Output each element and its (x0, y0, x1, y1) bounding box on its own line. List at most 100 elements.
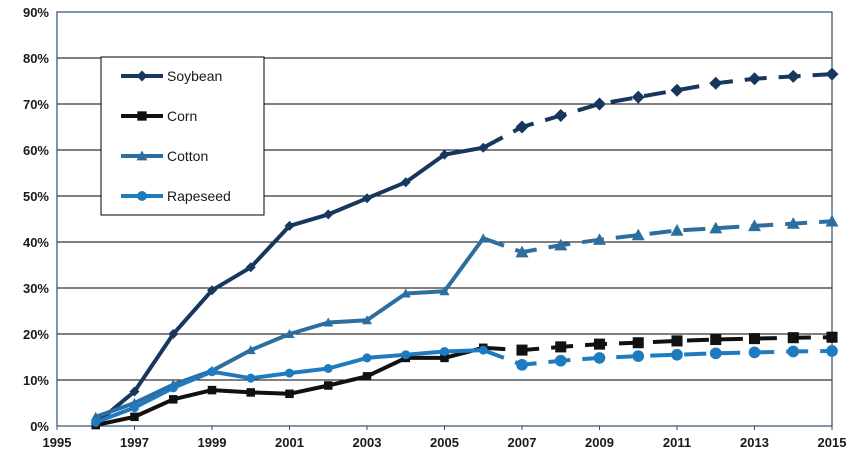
data-point (362, 315, 372, 325)
data-point (439, 286, 450, 296)
legend-box (100, 56, 265, 216)
data-point (362, 372, 372, 381)
data-point (632, 350, 645, 362)
data-point (710, 333, 722, 346)
data-point (400, 288, 411, 298)
data-point (748, 333, 761, 345)
data-point (137, 111, 147, 121)
legend-label: Rapeseed (167, 188, 231, 204)
data-point (825, 214, 839, 227)
x-tick-label: 2013 (740, 435, 769, 450)
data-point (440, 346, 449, 356)
data-point (709, 76, 723, 90)
data-point (515, 120, 529, 134)
data-point (593, 338, 606, 350)
data-point (709, 347, 722, 360)
data-point (168, 329, 179, 339)
data-point (671, 348, 683, 361)
data-point (670, 224, 684, 236)
x-tick-label: 2001 (275, 435, 304, 450)
data-point (323, 209, 334, 220)
x-tick-label: 2007 (508, 435, 537, 450)
data-point (90, 411, 101, 421)
series-rapeseed (91, 345, 838, 427)
data-point (362, 193, 372, 204)
data-point (362, 353, 372, 363)
x-axis-tick-labels: 1995 1997 1999 2001 2003 2005 2007 2009 2011 2013… (43, 426, 847, 450)
x-tick-label: 2003 (353, 435, 382, 450)
y-tick-label: 10% (23, 373, 49, 388)
data-point (478, 345, 488, 355)
data-point (168, 383, 178, 393)
data-point (593, 97, 606, 111)
data-point (401, 350, 411, 360)
data-point (554, 109, 568, 122)
series-layer (90, 67, 839, 430)
data-point (400, 177, 411, 188)
data-point (129, 386, 140, 397)
data-point (631, 228, 645, 241)
y-tick-label: 40% (23, 235, 49, 250)
series-line-dashed (482, 348, 833, 367)
data-point (439, 149, 450, 160)
data-point (207, 385, 217, 395)
data-point (787, 332, 799, 344)
y-tick-label: 20% (23, 327, 49, 342)
data-point (245, 345, 256, 355)
data-point (207, 285, 217, 296)
legend-label: Cotton (167, 148, 208, 164)
data-point (245, 262, 256, 273)
data-point (786, 217, 800, 229)
data-point (825, 67, 839, 81)
data-point (207, 367, 217, 377)
x-tick-label: 1999 (198, 435, 227, 450)
legend-item: Rapeseed (121, 188, 231, 204)
data-point (478, 233, 489, 243)
data-point (826, 331, 838, 343)
data-point (787, 345, 800, 358)
legend-item: Cotton (121, 148, 208, 164)
x-tick-label: 2009 (585, 435, 614, 450)
data-point (632, 337, 644, 349)
data-point (440, 353, 449, 363)
data-point (748, 72, 761, 86)
data-point (593, 352, 606, 364)
data-point (169, 395, 178, 404)
data-point (136, 70, 148, 82)
series-line-dashed (483, 335, 833, 353)
data-point (786, 69, 800, 83)
data-point (284, 329, 295, 338)
x-tick-label: 2005 (430, 435, 459, 450)
series-line-dashed (482, 219, 833, 255)
data-point (555, 341, 567, 353)
data-point (516, 344, 528, 356)
y-tick-label: 70% (23, 97, 49, 112)
data-point (515, 245, 529, 258)
data-point (137, 191, 147, 201)
data-point (284, 220, 295, 231)
y-tick-label: 90% (23, 5, 49, 20)
legend-item: Soybean (121, 68, 222, 84)
x-tick-label: 1995 (43, 435, 72, 450)
y-axis-tick-labels: 0% 10% 20% 30% 40% 50% 60% 70% 80% 90% (23, 5, 49, 434)
x-tick-label: 2015 (818, 435, 847, 450)
data-point (285, 368, 294, 378)
data-point (285, 389, 294, 399)
data-point (246, 388, 255, 397)
data-point (554, 354, 567, 367)
y-tick-label: 60% (23, 143, 49, 158)
data-point (516, 358, 528, 371)
legend-item: Corn (121, 108, 197, 124)
data-point (748, 346, 761, 359)
y-tick-label: 0% (30, 419, 49, 434)
data-point (323, 317, 334, 327)
data-point (593, 233, 606, 245)
data-point (748, 219, 761, 232)
legend: Soybean Corn Cotton Rapeseed (100, 56, 265, 216)
series-line-dashed (482, 72, 833, 150)
y-tick-label: 30% (23, 281, 49, 296)
data-point (631, 90, 645, 104)
x-tick-label: 1997 (120, 435, 149, 450)
legend-label: Soybean (167, 68, 222, 84)
